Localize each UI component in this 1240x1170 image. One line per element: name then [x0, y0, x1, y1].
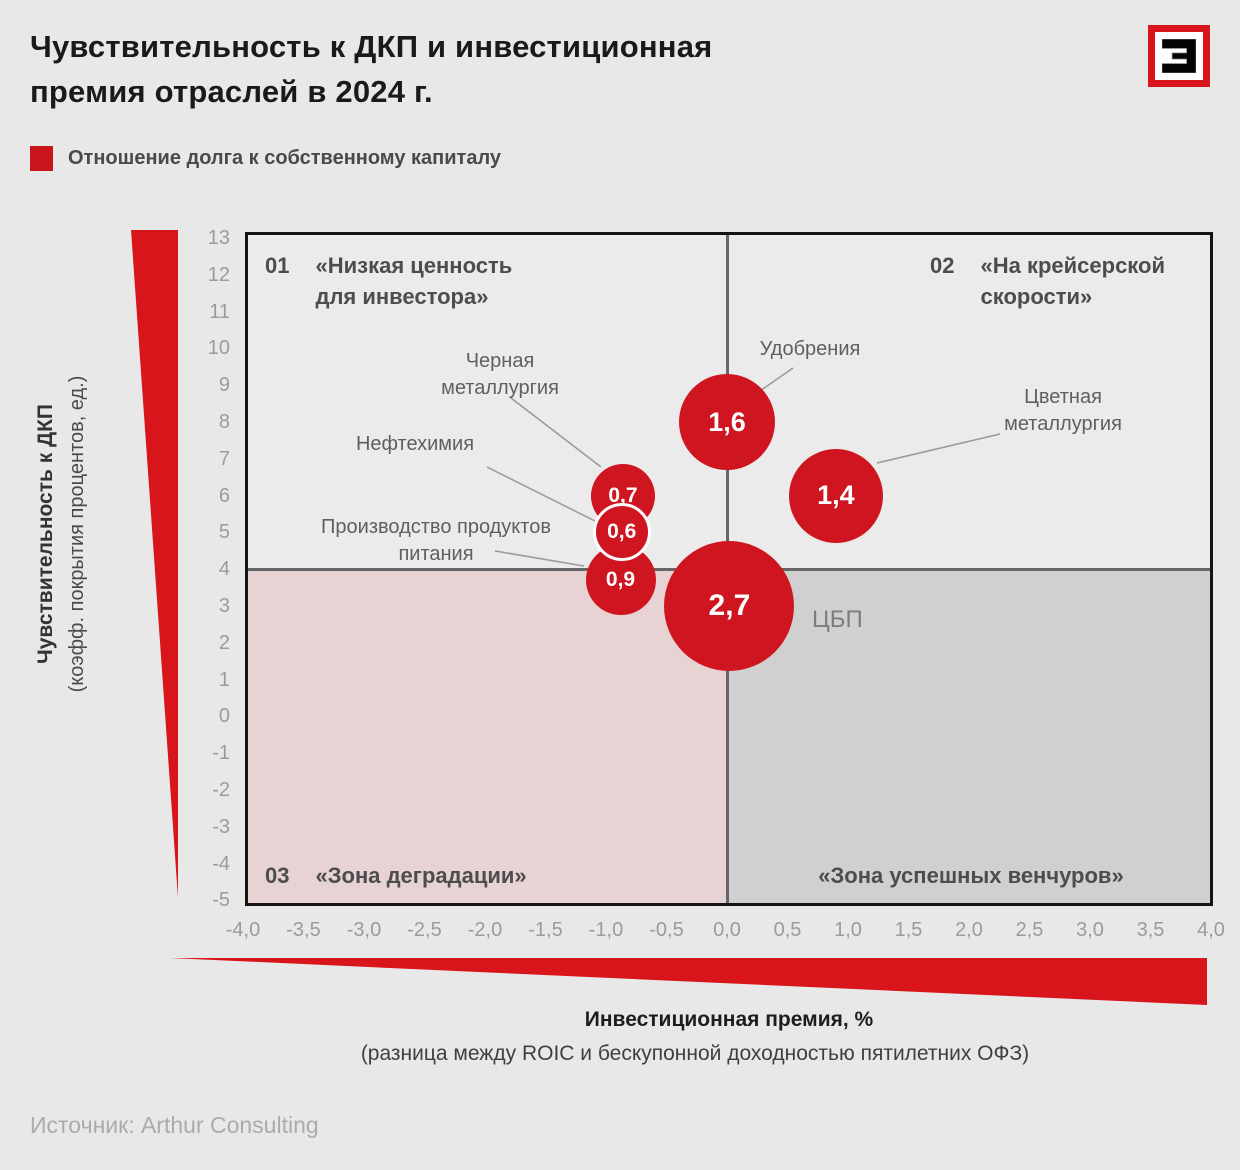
- quadrant-04-label: «Зона успешных венчуров»: [818, 863, 1124, 888]
- page-title-line2: премия отраслей в 2024 г.: [30, 74, 433, 109]
- x-axis-subtitle: (разница между ROIC и бескупонной доходн…: [360, 1042, 1030, 1065]
- y-tick-label: 0: [218, 705, 230, 728]
- page-title-line1: Чувствительность к ДКП и инвестиционная: [30, 29, 713, 64]
- legend-red-swatch-icon: [30, 146, 53, 171]
- quadrant-01-caption: 01 «Низкая ценность для инвестора»: [265, 250, 512, 312]
- x-tick-label: -3,0: [346, 919, 382, 941]
- y-tick-label: -5: [212, 889, 230, 912]
- bubble-name-label: ЦБП: [812, 606, 863, 633]
- y-tick-label: 11: [209, 300, 230, 323]
- plot-inner: 1,6 1,4 0,7 0,6 0,9 2,7: [248, 235, 1210, 903]
- y-tick-label: 1: [218, 668, 230, 691]
- quadrant-02-caption: 02 «На крейсерской скорости»: [930, 250, 1165, 312]
- legend-label: Отношение долга к собственному капиталу: [68, 147, 502, 169]
- y-tick-label: 5: [218, 521, 230, 544]
- x-tick-label: 0,0: [713, 919, 741, 941]
- y-tick-label: -1: [212, 742, 230, 765]
- y-tick-label: 3: [218, 595, 230, 617]
- x-tick-label: -1,5: [528, 919, 563, 941]
- y-tick-label: -4: [212, 852, 230, 875]
- x-tick-label: -2,5: [407, 919, 442, 941]
- x-tick-label: -0,5: [649, 919, 684, 941]
- x-tick-label: 4,0: [1197, 919, 1225, 941]
- y-tick-label: 7: [218, 447, 230, 470]
- bubble-name-label: Черная металлургия: [441, 350, 559, 399]
- y-tick-label: -3: [212, 815, 230, 838]
- bubble-name-label: Нефтехимия: [355, 433, 475, 455]
- y-axis-title-main: Чувствительность к ДКП: [34, 404, 57, 664]
- x-tick-label: -3,5: [286, 919, 321, 941]
- source-credit: Источник: Arthur Consulting: [30, 1112, 319, 1138]
- y-tick-label: 4: [218, 558, 230, 581]
- y-axis-title: Чувствительность к ДКП (коэфф. покрытия …: [30, 234, 94, 834]
- quadrant-01-label: «Низкая ценность для инвестора»: [315, 253, 513, 309]
- x-tick-label: 1,0: [834, 919, 862, 941]
- expert-logo-glyph-icon: [1162, 39, 1196, 73]
- x-tick-label: 0,5: [773, 919, 802, 941]
- x-tick-label: 2,0: [955, 919, 983, 941]
- bubble-4: 0,6: [592, 503, 651, 562]
- x-tick-label: 2,5: [1015, 919, 1044, 941]
- x-tick-label: -2,0: [467, 919, 503, 941]
- y-tick-label: 6: [218, 484, 230, 507]
- quadrant-03-caption: 03 «Зона деградации»: [265, 860, 527, 891]
- quadrant-02-label: «На крейсерской скорости»: [980, 253, 1165, 309]
- y-tick-label: -2: [212, 779, 230, 801]
- expert-logo: [1148, 25, 1210, 87]
- x-tick-label: 3,0: [1076, 919, 1104, 941]
- bubble-name-label: Производство продуктов питания: [321, 516, 551, 565]
- page-title: Чувствительность к ДКП и инвестиционная …: [30, 24, 712, 114]
- x-tick-label: -1,0: [588, 919, 624, 941]
- bubble-1: 1,6: [679, 374, 775, 470]
- y-tick-label: 10: [207, 337, 230, 360]
- y-axis-title-sub: (коэфф. покрытия процентов, ед.): [66, 375, 88, 693]
- quadrant-03-label: «Зона деградации»: [315, 863, 527, 888]
- y-tick-label: 12: [207, 263, 230, 286]
- bubble-name-label: Цветная металлургия: [1004, 386, 1122, 435]
- y-tick-label: 2: [218, 631, 230, 654]
- bubble-2: 1,4: [788, 448, 883, 543]
- quadrant-02-number: 02: [930, 253, 955, 278]
- y-tick-label: 9: [218, 374, 230, 397]
- x-tick-label: 3,5: [1136, 919, 1165, 941]
- x-axis-title: Инвестиционная премия, %: [584, 1008, 874, 1031]
- quadrant-degradation-zone-fill: [248, 569, 727, 903]
- quadrant-01-number: 01: [265, 253, 290, 278]
- x-axis-wedge-icon: [170, 958, 1207, 1005]
- legend: Отношение долга к собственному капиталу: [30, 146, 501, 171]
- y-tick-label: 13: [207, 227, 230, 249]
- plot-area: 1,6 1,4 0,7 0,6 0,9 2,7: [245, 232, 1213, 906]
- quadrant-03-number: 03: [265, 863, 290, 888]
- bubble-6: 2,7: [664, 541, 795, 671]
- y-tick-label: 8: [218, 411, 230, 433]
- bubble-name-label: Удобрения: [759, 338, 861, 360]
- x-tick-label: -4,0: [225, 919, 261, 941]
- quadrant-venture-zone-fill: [727, 569, 1210, 903]
- quadrant-04-caption: «Зона успешных венчуров»: [815, 860, 1127, 891]
- x-tick-label: 1,5: [894, 919, 923, 941]
